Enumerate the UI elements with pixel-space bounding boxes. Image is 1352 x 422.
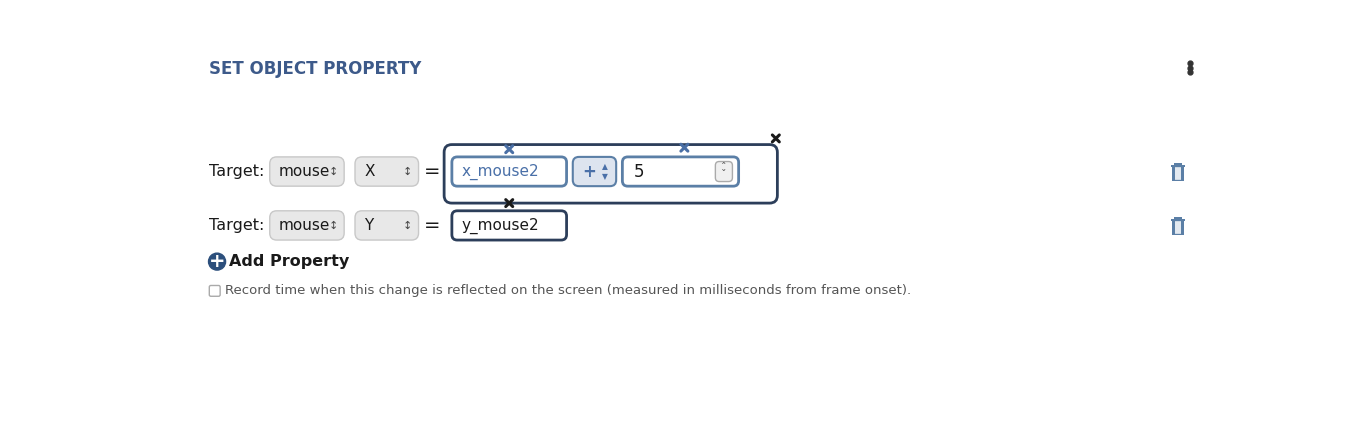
- FancyBboxPatch shape: [573, 157, 617, 186]
- FancyBboxPatch shape: [356, 157, 419, 186]
- Text: mouse: mouse: [279, 164, 330, 179]
- FancyBboxPatch shape: [452, 157, 566, 186]
- FancyBboxPatch shape: [270, 157, 345, 186]
- Text: ˆ: ˆ: [721, 162, 727, 173]
- Text: ↕: ↕: [403, 220, 412, 230]
- Bar: [1174, 163, 1182, 165]
- Text: ↕: ↕: [329, 220, 338, 230]
- Text: =: =: [425, 162, 441, 181]
- Bar: [1171, 165, 1184, 167]
- Text: ˇ: ˇ: [721, 170, 727, 180]
- Text: Y: Y: [364, 218, 373, 233]
- Text: y_mouse2: y_mouse2: [461, 217, 539, 233]
- Text: ▼: ▼: [603, 172, 608, 181]
- Bar: [1172, 221, 1184, 235]
- Text: SET OBJECT PROPERTY: SET OBJECT PROPERTY: [210, 60, 422, 78]
- Text: +: +: [583, 162, 596, 181]
- Text: 5: 5: [634, 162, 645, 181]
- FancyBboxPatch shape: [356, 211, 419, 240]
- Text: mouse: mouse: [279, 218, 330, 233]
- Text: x_mouse2: x_mouse2: [461, 163, 539, 180]
- Text: Target:: Target:: [210, 218, 265, 233]
- Text: X: X: [364, 164, 375, 179]
- Bar: [1171, 219, 1184, 221]
- Bar: [1172, 167, 1184, 181]
- FancyBboxPatch shape: [715, 162, 733, 181]
- Text: ↕: ↕: [329, 167, 338, 176]
- Text: ▲: ▲: [603, 162, 608, 171]
- Text: Record time when this change is reflected on the screen (measured in millisecond: Record time when this change is reflecte…: [224, 284, 911, 298]
- FancyBboxPatch shape: [210, 286, 220, 296]
- FancyBboxPatch shape: [443, 145, 777, 203]
- FancyBboxPatch shape: [622, 157, 738, 186]
- Text: ↕: ↕: [403, 167, 412, 176]
- Circle shape: [208, 253, 226, 270]
- Text: Add Property: Add Property: [230, 254, 350, 269]
- Text: =: =: [425, 216, 441, 235]
- Text: Target:: Target:: [210, 164, 265, 179]
- Text: +: +: [208, 252, 226, 271]
- FancyBboxPatch shape: [270, 211, 345, 240]
- Bar: [1174, 217, 1182, 219]
- FancyBboxPatch shape: [452, 211, 566, 240]
